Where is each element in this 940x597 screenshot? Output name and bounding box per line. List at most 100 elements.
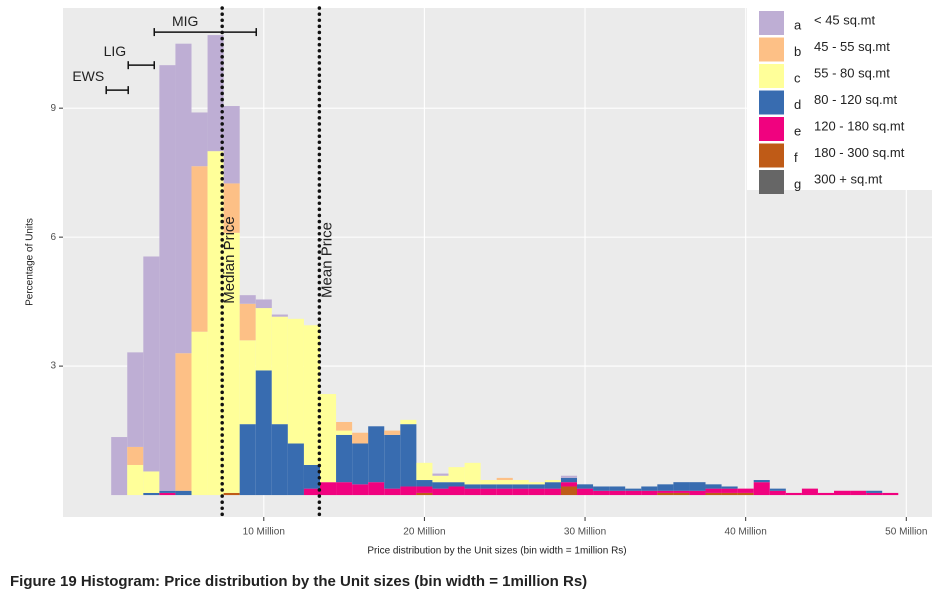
legend-swatch [759, 170, 784, 194]
bar-segment [400, 486, 417, 496]
legend-label: 55 - 80 sq.mt [814, 65, 890, 80]
bar-segment [560, 482, 578, 487]
bar-segment [657, 492, 674, 496]
legend-key: a [794, 17, 802, 32]
bar-segment [320, 394, 337, 483]
bar-segment [416, 462, 433, 481]
legend-swatch [759, 11, 784, 35]
bar-segment [255, 308, 272, 371]
bar-segment [496, 480, 513, 485]
bar-segment [352, 432, 369, 444]
x-tick-label: 30 Million [564, 527, 606, 538]
bar-segment [512, 484, 529, 489]
bar-segment [544, 482, 561, 489]
bar-segment [352, 484, 369, 496]
bar-segment [689, 482, 706, 491]
bar-segment [416, 480, 433, 487]
bar-segment [705, 488, 722, 493]
bar-segment [850, 490, 867, 496]
bar-segment [673, 482, 690, 491]
bar-segment [689, 490, 706, 496]
bar-segment [785, 492, 802, 496]
y-tick-label: 6 [50, 232, 56, 243]
reference-label: Mean Price [318, 222, 335, 298]
bar-segment [528, 488, 545, 496]
bar-segment [207, 151, 224, 496]
bar-segment [625, 490, 642, 496]
bar-segment [143, 492, 160, 496]
bar-segment [496, 477, 513, 481]
bar-segment [657, 490, 674, 493]
bar-segment [336, 434, 353, 483]
x-axis-label: Price distribution by the Unit sizes (bi… [367, 546, 626, 557]
bar-segment [191, 331, 208, 496]
legend-swatch [759, 143, 784, 168]
bar-segment [239, 295, 256, 304]
bar-segment [336, 482, 353, 496]
legend-key: e [794, 123, 801, 138]
bar-segment [432, 482, 449, 489]
y-tick-label: 9 [50, 103, 56, 114]
bar-segment [400, 424, 417, 487]
bar-segment [336, 430, 353, 435]
bar-segment [191, 112, 208, 167]
bar-segment [159, 65, 176, 491]
bar-segment [753, 480, 770, 483]
bar-segment [368, 426, 385, 483]
bar-segment [593, 486, 610, 491]
legend-label: 120 - 180 sq.mt [814, 118, 905, 133]
bar-segment [593, 490, 610, 496]
bar-segment [271, 314, 288, 317]
bar-segment [432, 473, 449, 476]
legend-label: 45 - 55 sq.mt [814, 39, 890, 54]
bar-segment [223, 232, 240, 493]
bar-segment [239, 340, 256, 425]
bar-segment [817, 492, 835, 496]
bar-segment [464, 484, 481, 489]
bar-segment [287, 443, 304, 496]
bar-segment [432, 488, 449, 496]
bar-segment [143, 256, 160, 472]
bar-segment [448, 482, 465, 487]
legend-label: 80 - 120 sq.mt [814, 92, 897, 107]
x-tick-label: 20 Million [403, 527, 445, 538]
bar-segment [255, 299, 272, 309]
bar-segment [560, 475, 578, 478]
bar-segment [801, 488, 818, 496]
bar-segment [673, 490, 690, 493]
bar-segment [737, 492, 754, 496]
bar-segment [464, 462, 481, 485]
x-tick-label: 40 Million [725, 527, 767, 538]
bar-segment [528, 484, 545, 489]
bar-segment [303, 488, 321, 496]
legend-swatch [759, 117, 784, 141]
bar-segment [866, 490, 883, 493]
legend-label: < 45 sq.mt [814, 12, 875, 27]
bar-segment [336, 421, 353, 431]
bar-segment [223, 183, 240, 233]
bar-segment [480, 488, 497, 496]
bar-segment [384, 488, 401, 496]
bar-segment [303, 325, 321, 465]
bar-segment [271, 316, 288, 425]
bracket-label: LIG [104, 43, 127, 59]
bar-segment [400, 419, 417, 425]
bar-segment [737, 488, 754, 493]
bar-segment [512, 480, 529, 485]
legend-key: c [794, 70, 801, 85]
x-tick-label: 10 Million [243, 527, 285, 538]
bar-segment [223, 492, 240, 496]
bar-segment [223, 106, 240, 184]
bar-segment [544, 480, 561, 483]
x-tick-label: 50 Million [885, 527, 927, 538]
bar-segment [384, 434, 401, 489]
bar-segment [528, 482, 545, 485]
bar-segment [577, 484, 594, 489]
bar-segment [480, 484, 497, 489]
legend-key: f [794, 150, 798, 165]
caption: Figure 19 Histogram: Price distribution … [10, 573, 587, 590]
bar-segment [609, 486, 626, 491]
bar-segment [352, 443, 369, 485]
bar-segment [721, 488, 738, 493]
y-tick-label: 3 [50, 361, 56, 372]
